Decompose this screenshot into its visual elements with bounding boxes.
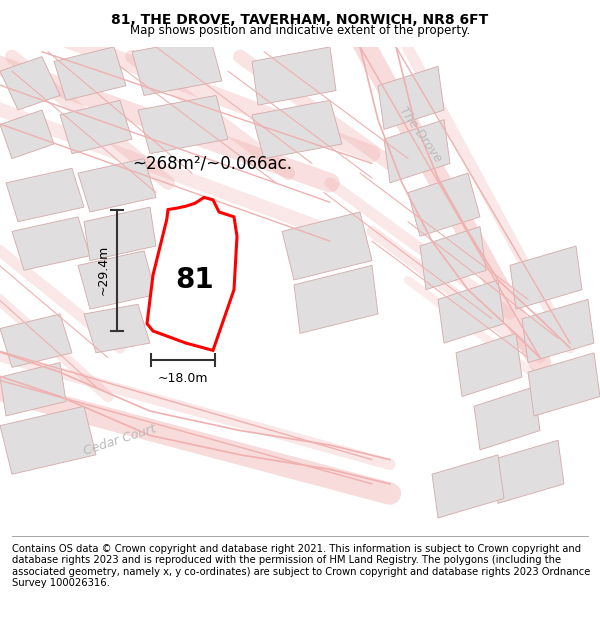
Polygon shape: [0, 314, 72, 368]
Polygon shape: [6, 168, 84, 222]
Polygon shape: [147, 198, 237, 351]
Text: 81: 81: [176, 266, 214, 294]
Text: ~29.4m: ~29.4m: [96, 245, 109, 296]
Polygon shape: [384, 120, 450, 183]
Text: The Drove: The Drove: [396, 104, 444, 164]
Polygon shape: [432, 455, 504, 518]
Polygon shape: [252, 100, 342, 159]
Polygon shape: [138, 96, 228, 154]
Text: Map shows position and indicative extent of the property.: Map shows position and indicative extent…: [130, 24, 470, 36]
Polygon shape: [0, 110, 54, 159]
Polygon shape: [78, 159, 156, 212]
Polygon shape: [294, 266, 378, 333]
Polygon shape: [78, 251, 156, 309]
Text: Contains OS data © Crown copyright and database right 2021. This information is : Contains OS data © Crown copyright and d…: [12, 544, 590, 588]
Polygon shape: [84, 207, 156, 261]
Polygon shape: [0, 406, 96, 474]
Text: 81, THE DROVE, TAVERHAM, NORWICH, NR8 6FT: 81, THE DROVE, TAVERHAM, NORWICH, NR8 6F…: [112, 13, 488, 27]
Polygon shape: [528, 353, 600, 416]
Polygon shape: [408, 173, 480, 236]
Polygon shape: [132, 37, 222, 96]
Polygon shape: [54, 47, 126, 100]
Polygon shape: [522, 299, 594, 362]
Polygon shape: [420, 226, 486, 290]
Polygon shape: [510, 246, 582, 309]
Polygon shape: [60, 100, 132, 154]
Polygon shape: [12, 217, 90, 270]
Text: ~268m²/~0.066ac.: ~268m²/~0.066ac.: [132, 154, 292, 173]
Polygon shape: [474, 387, 540, 450]
Polygon shape: [438, 280, 504, 343]
Text: Cedar Court: Cedar Court: [82, 422, 158, 458]
Polygon shape: [378, 66, 444, 129]
Polygon shape: [84, 304, 150, 353]
Text: ~18.0m: ~18.0m: [158, 372, 208, 385]
Polygon shape: [282, 212, 372, 280]
Polygon shape: [252, 47, 336, 105]
Polygon shape: [0, 57, 60, 110]
Polygon shape: [0, 362, 66, 416]
Polygon shape: [456, 333, 522, 396]
Polygon shape: [492, 440, 564, 503]
